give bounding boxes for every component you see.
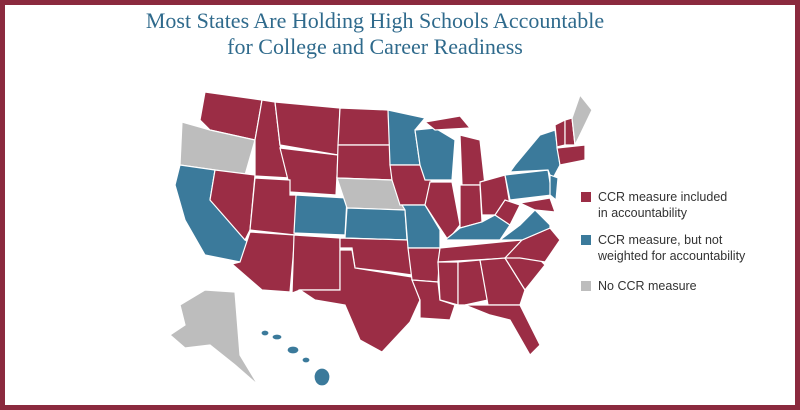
legend-label: CCR measure included bbox=[598, 190, 727, 204]
state-shape bbox=[286, 345, 300, 355]
state-shape bbox=[301, 356, 311, 364]
title-line: Most States Are Holding High Schools Acc… bbox=[146, 8, 604, 33]
legend-swatch bbox=[581, 235, 591, 245]
state-shape bbox=[571, 93, 593, 148]
state-shape bbox=[479, 257, 526, 306]
state-shape bbox=[169, 289, 259, 386]
legend-swatch bbox=[581, 192, 591, 202]
state-shape bbox=[291, 234, 341, 294]
state-shape bbox=[411, 279, 456, 321]
state-shape bbox=[498, 209, 551, 241]
state-shape bbox=[459, 134, 486, 186]
state-shape bbox=[517, 197, 556, 213]
state-shape bbox=[554, 119, 566, 148]
state-shape bbox=[556, 144, 586, 166]
legend-label: weighted for accountability bbox=[597, 249, 746, 263]
legend-label: CCR measure, but not bbox=[598, 233, 723, 247]
legend: CCR measure included in accountability CCR… bbox=[581, 190, 746, 293]
state-shape bbox=[293, 194, 348, 236]
us-map bbox=[169, 91, 593, 387]
state-shape bbox=[504, 169, 553, 201]
state-shape bbox=[313, 367, 331, 387]
state-shape bbox=[407, 247, 441, 283]
state-shape bbox=[457, 259, 489, 306]
legend-label: in accountability bbox=[598, 206, 688, 220]
legend-swatch bbox=[581, 281, 591, 291]
state-shape bbox=[494, 199, 521, 226]
state-shape bbox=[271, 333, 283, 341]
legend-label: No CCR measure bbox=[598, 279, 697, 293]
state-shape bbox=[209, 169, 256, 242]
state-shape bbox=[437, 261, 459, 306]
state-shape bbox=[508, 129, 561, 182]
state-shape bbox=[423, 115, 472, 131]
title-line: for College and Career Readiness bbox=[227, 34, 523, 59]
state-shape bbox=[549, 174, 559, 202]
state-shape bbox=[274, 101, 341, 156]
state-shape bbox=[337, 107, 391, 146]
state-shape bbox=[459, 184, 483, 229]
state-shape bbox=[344, 207, 408, 241]
state-shape bbox=[279, 147, 339, 196]
state-shape bbox=[336, 144, 393, 181]
state-shape bbox=[464, 304, 541, 356]
state-shape bbox=[260, 329, 270, 337]
state-shape bbox=[298, 249, 421, 353]
